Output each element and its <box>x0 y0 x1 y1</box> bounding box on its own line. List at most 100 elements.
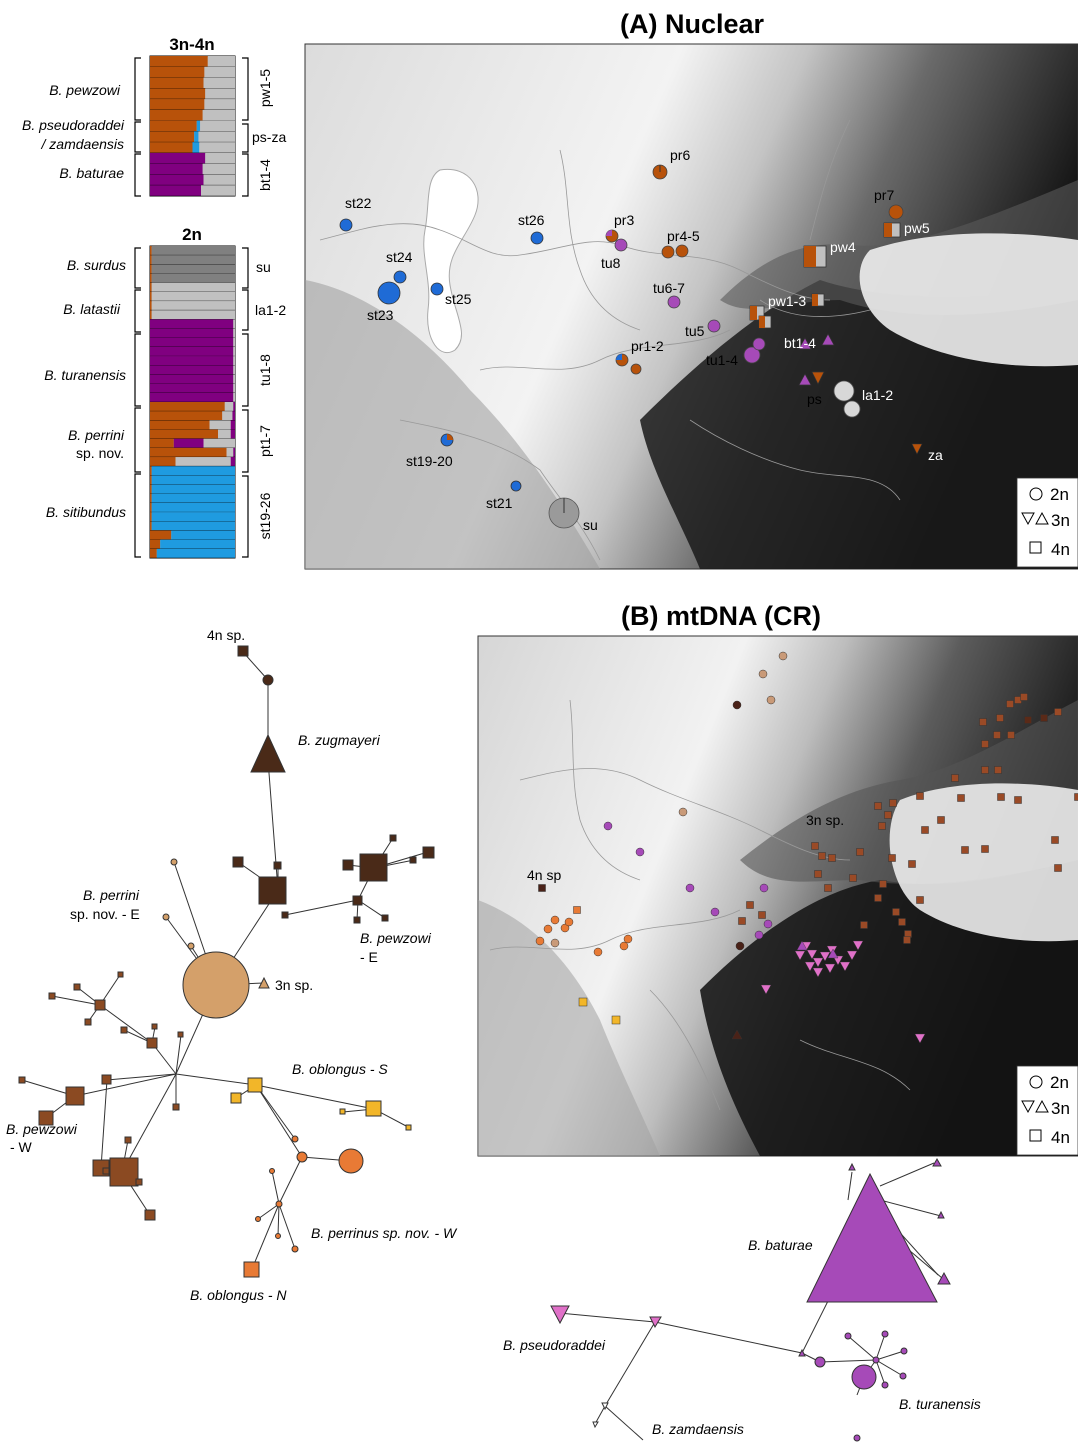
sample-point <box>997 793 1005 801</box>
sample-point <box>892 908 900 916</box>
sample-point <box>543 924 553 934</box>
sample-point <box>824 884 832 892</box>
bar-segment <box>151 502 235 513</box>
bar-segment <box>150 264 152 274</box>
network-left-labels: 4n sp. B. zugmayeri B. perrini sp. nov. … <box>6 627 458 1303</box>
net-label-oblongus-n: B. oblongus - N <box>190 1287 287 1303</box>
bar-segment <box>151 466 235 476</box>
bar-segment <box>156 548 235 558</box>
sample-point <box>981 766 989 774</box>
sample-point <box>735 941 745 951</box>
sample-point <box>981 740 989 748</box>
bar-segment <box>150 120 197 132</box>
marker-st26 <box>530 231 544 245</box>
marker-pr5 <box>675 244 689 258</box>
sample-point <box>879 880 887 888</box>
bar-segment <box>224 402 234 412</box>
legend-b-3n: 3n <box>1051 1099 1070 1118</box>
bar-segment <box>209 420 231 430</box>
sample-point <box>710 907 720 917</box>
bar-segment <box>201 185 235 196</box>
marker-pr6 <box>652 164 668 180</box>
legend-b-2n: 2n <box>1050 1073 1069 1092</box>
bar-segment <box>151 310 235 320</box>
sample-point <box>732 700 742 710</box>
legend-a: 2n 3n 4n <box>1016 477 1078 568</box>
marker-st21 <box>510 480 522 492</box>
bar-segment <box>151 282 235 292</box>
sample-point <box>685 883 695 893</box>
marker-tu6-7 <box>667 295 681 309</box>
bar-segment <box>230 429 235 439</box>
sample-point <box>758 669 768 679</box>
sample-point <box>635 847 645 857</box>
net-label-4n-sp: 4n sp. <box>207 627 245 643</box>
bar-segment <box>150 365 234 375</box>
net-label-oblongus-s: B. oblongus - S <box>292 1061 388 1077</box>
map-label-st23: st23 <box>367 307 394 323</box>
bar-segment <box>233 328 235 338</box>
bar-segment <box>194 131 199 143</box>
bar-segment <box>150 447 227 458</box>
bar-segment <box>150 530 172 540</box>
bar-segment <box>150 346 234 357</box>
bar-segment <box>175 457 231 467</box>
bar-segment <box>202 163 235 175</box>
bar-segment <box>233 365 235 375</box>
structure-bars: 3n-4n 2n B. pewzowi B. pseudoraddei / za… <box>22 35 286 559</box>
bar-segment <box>203 438 235 448</box>
sample-point <box>951 774 959 782</box>
sample-point <box>849 874 857 882</box>
bar-segment <box>233 319 235 329</box>
bar-segment <box>150 457 176 467</box>
legend-b: 2n 3n 4n <box>1016 1065 1078 1156</box>
sample-point <box>804 961 816 972</box>
net-label-zamdaensis: B. zamdaensis <box>652 1421 744 1437</box>
map-b <box>477 635 1078 1157</box>
net-label-3n-sp: 3n sp. <box>275 977 313 993</box>
bar-segment <box>233 392 235 402</box>
bar-segment <box>207 56 235 67</box>
marker-tu8 <box>614 238 628 252</box>
bar-segment <box>150 88 206 100</box>
net-label-pewzowi-w-2: - W <box>10 1139 33 1155</box>
bar-segment <box>202 109 235 121</box>
sample-point <box>824 963 836 974</box>
marker-ps <box>811 371 825 385</box>
sample-point <box>937 816 945 824</box>
sample-point <box>916 792 924 800</box>
code-st19-26: st19-26 <box>257 492 273 539</box>
net-label-turanensis: B. turanensis <box>899 1396 981 1412</box>
bar-segment <box>151 246 235 256</box>
marker-pr1-2 <box>615 353 642 375</box>
marker-st24 <box>393 270 407 284</box>
bar-segment <box>150 152 206 164</box>
left-brackets <box>134 57 141 558</box>
bar-segment <box>150 337 234 347</box>
sample-point <box>758 911 766 919</box>
bar-segment <box>150 356 234 366</box>
bar-segment <box>150 301 152 311</box>
code-pt1-7: pt1-7 <box>257 425 273 457</box>
marker-pr4 <box>661 245 675 259</box>
bar-segment <box>151 273 235 283</box>
map-a-markers <box>339 164 923 529</box>
sample-point <box>1054 864 1062 872</box>
sample-point <box>993 731 1001 739</box>
bar-segment <box>233 383 235 393</box>
map-label-st26: st26 <box>518 212 545 228</box>
sample-point <box>619 941 629 951</box>
marker-pw5 <box>883 222 901 238</box>
sample-point <box>898 918 906 926</box>
sample-point <box>1074 793 1078 801</box>
sample-point <box>778 651 788 661</box>
sample-point <box>1024 716 1032 724</box>
label-perrini-spnov: sp. nov. <box>76 445 124 461</box>
marker-la1-2 <box>833 380 861 418</box>
bar-segment <box>150 246 152 256</box>
sample-point <box>839 961 851 972</box>
sample-point <box>573 906 581 914</box>
marker-tu5 <box>707 319 721 333</box>
label-baturae: B. baturae <box>59 165 124 181</box>
